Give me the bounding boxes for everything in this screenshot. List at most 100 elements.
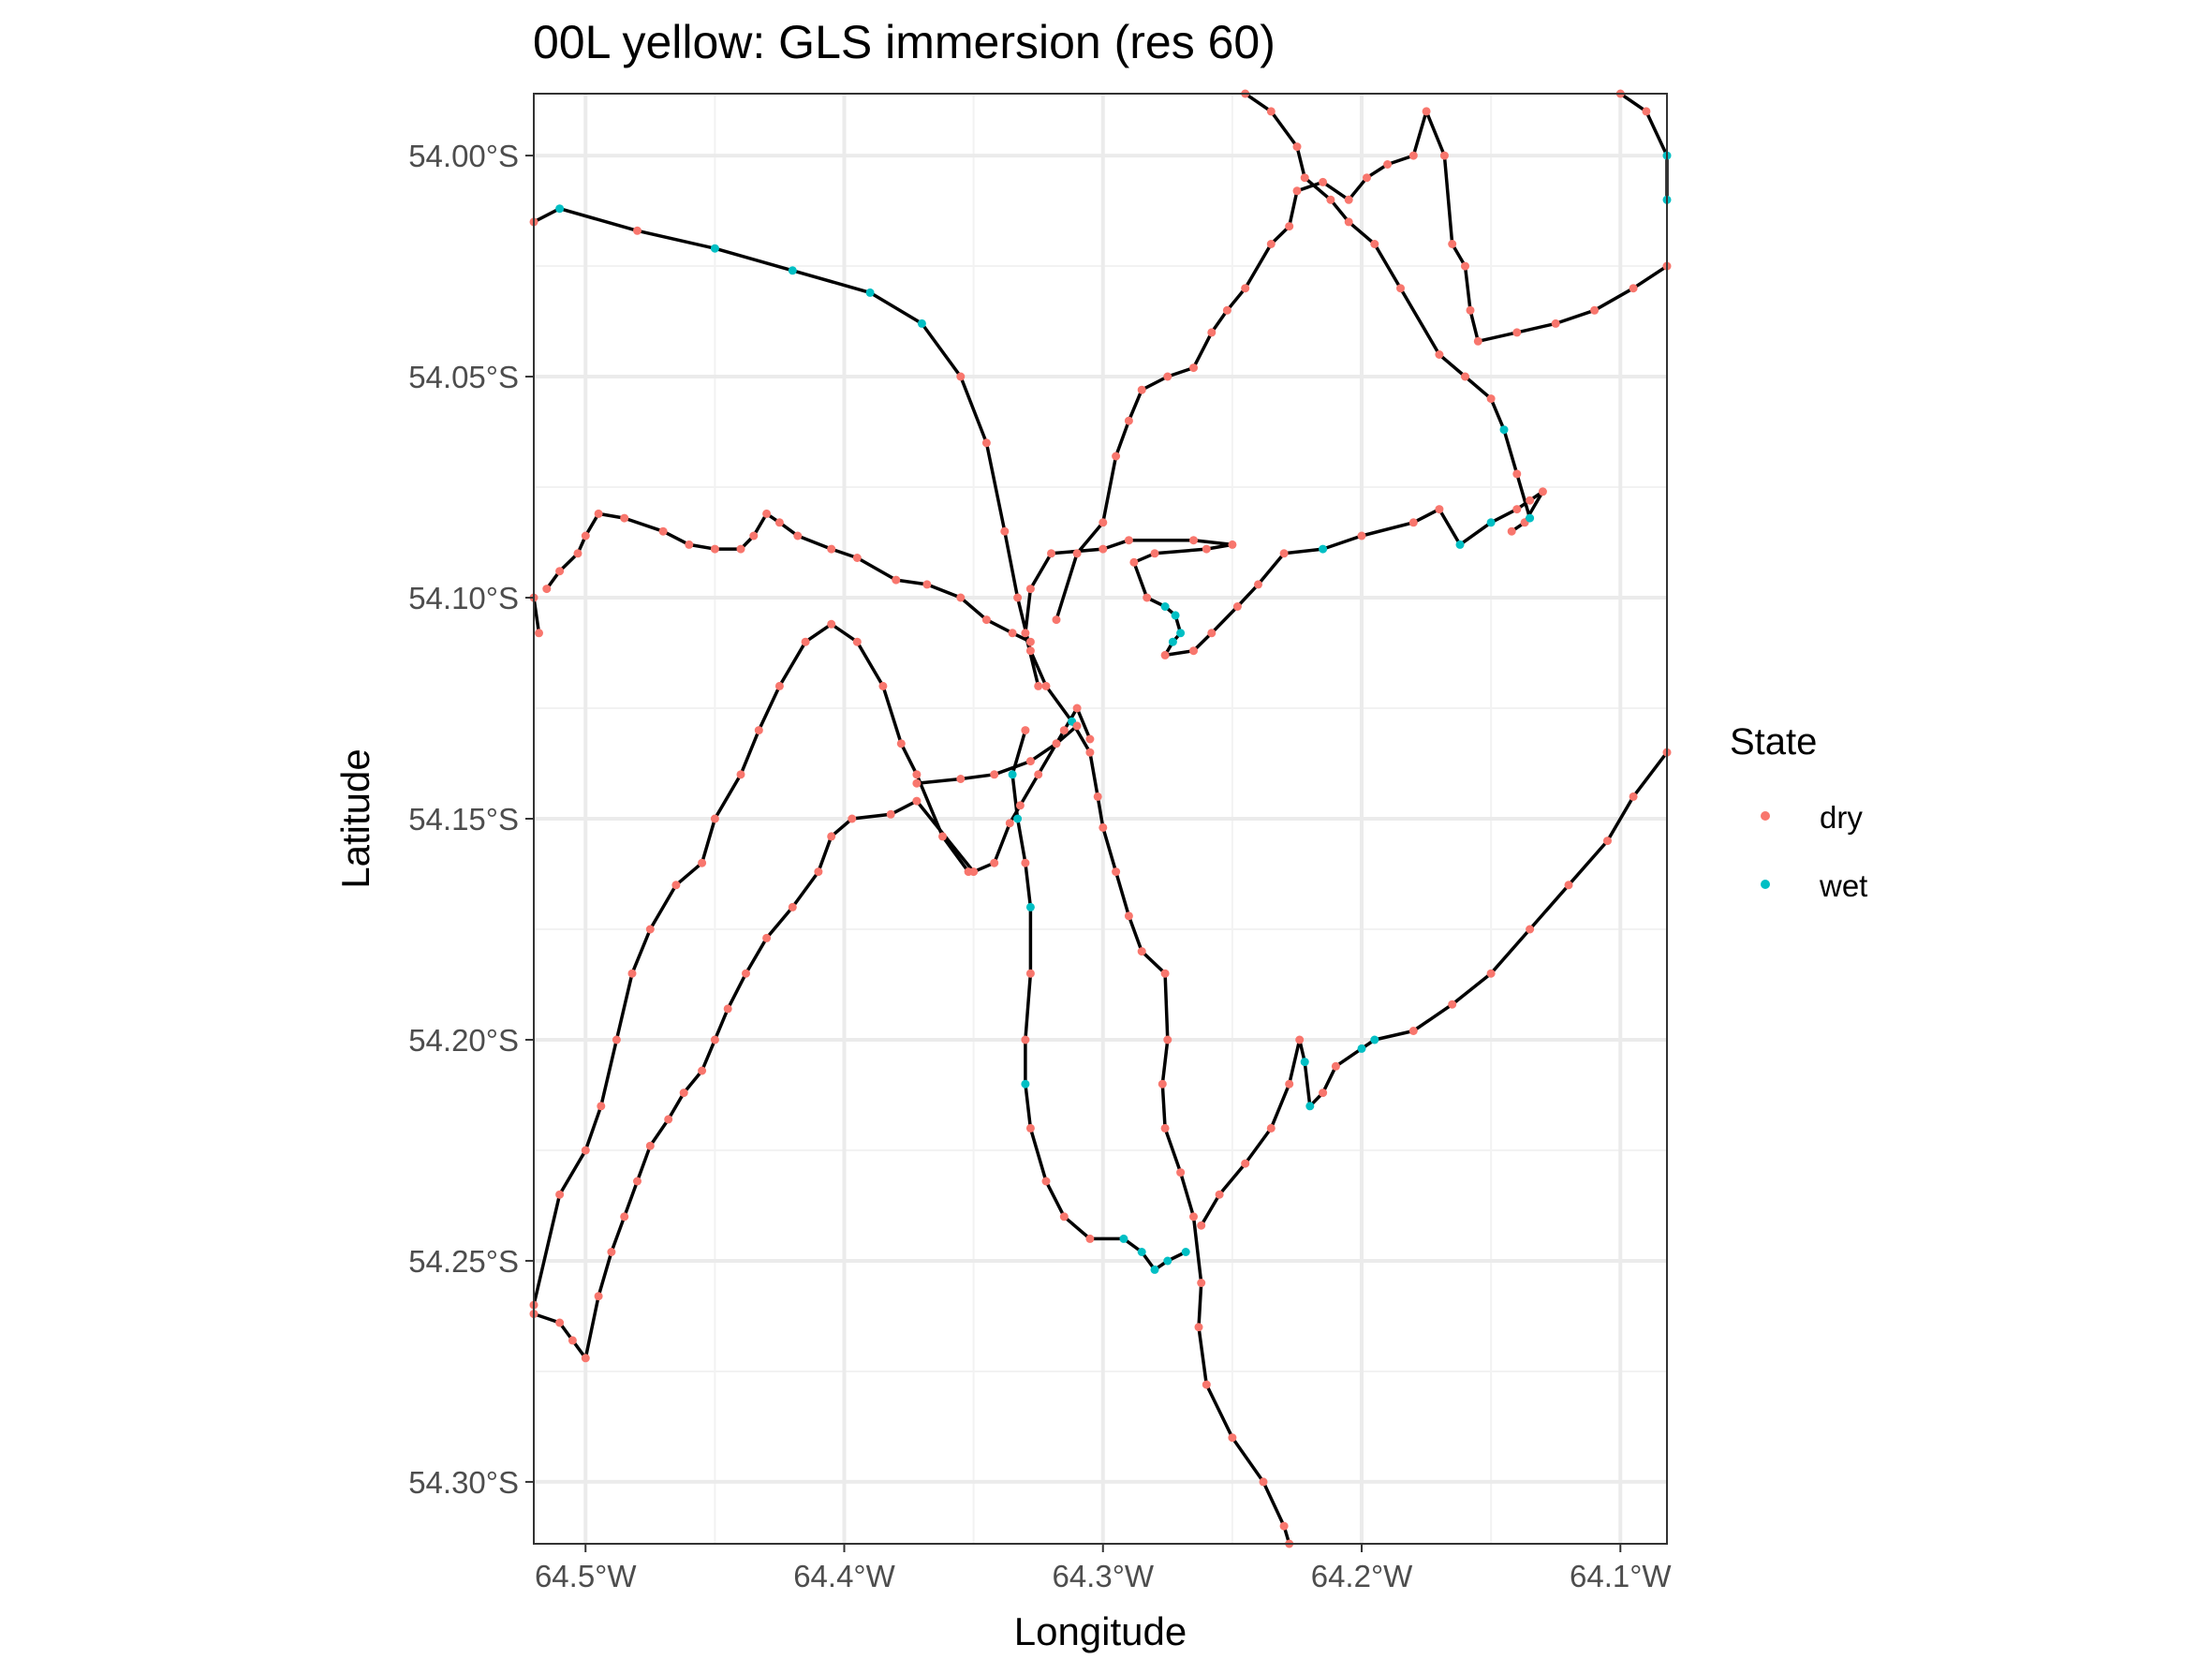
point-dry bbox=[990, 770, 999, 779]
point-wet bbox=[1319, 544, 1328, 554]
point-dry bbox=[1052, 739, 1061, 748]
point-dry bbox=[852, 554, 862, 562]
y-tick-label: 54.25°S bbox=[408, 1244, 519, 1279]
point-dry bbox=[1124, 911, 1133, 921]
track-line bbox=[1200, 751, 1669, 1227]
point-dry bbox=[597, 1102, 606, 1111]
point-dry bbox=[1005, 819, 1014, 828]
point-dry bbox=[1025, 757, 1035, 766]
track-line bbox=[1054, 110, 1668, 621]
point-dry bbox=[981, 615, 991, 625]
point-dry bbox=[1538, 487, 1547, 496]
point-dry bbox=[956, 372, 966, 381]
point-dry bbox=[1025, 969, 1035, 978]
point-dry bbox=[990, 858, 999, 867]
point-dry bbox=[1137, 947, 1146, 956]
point-wet bbox=[1357, 1044, 1366, 1053]
y-tick-label: 54.30°S bbox=[408, 1465, 519, 1500]
x-axis-ticks: 64.5°W 64.4°W 64.3°W 64.2°W 64.1°W bbox=[535, 1544, 1672, 1593]
point-dry bbox=[1564, 881, 1573, 890]
x-tick-label: 64.1°W bbox=[1570, 1559, 1672, 1593]
point-dry bbox=[1160, 969, 1170, 978]
point-dry bbox=[1642, 107, 1651, 116]
point-dry bbox=[1143, 593, 1152, 602]
point-dry bbox=[762, 509, 772, 518]
point-dry bbox=[1215, 1190, 1224, 1199]
point-dry bbox=[1085, 734, 1095, 744]
point-dry bbox=[1408, 518, 1418, 527]
point-dry bbox=[1163, 372, 1172, 381]
point-dry bbox=[1189, 646, 1198, 656]
point-dry bbox=[1124, 416, 1133, 425]
point-wet bbox=[1025, 902, 1035, 911]
legend-key-dry bbox=[1761, 811, 1770, 821]
point-dry bbox=[1292, 142, 1302, 152]
point-dry bbox=[938, 832, 947, 841]
track-line bbox=[545, 511, 1032, 644]
point-dry bbox=[1295, 1035, 1305, 1044]
point-wet bbox=[1486, 518, 1496, 527]
point-dry bbox=[1331, 1061, 1340, 1071]
point-dry bbox=[1047, 549, 1055, 558]
point-dry bbox=[1285, 222, 1294, 231]
point-dry bbox=[801, 637, 810, 646]
point-dry bbox=[581, 1146, 590, 1155]
point-dry bbox=[568, 1336, 577, 1345]
point-dry bbox=[762, 933, 772, 942]
point-dry bbox=[912, 778, 922, 788]
point-dry bbox=[555, 1190, 565, 1199]
point-dry bbox=[1629, 284, 1638, 293]
point-dry bbox=[1112, 452, 1121, 461]
point-dry bbox=[620, 513, 629, 523]
point-dry bbox=[594, 1292, 603, 1301]
point-wet bbox=[1171, 611, 1180, 620]
point-dry bbox=[1512, 469, 1522, 479]
point-dry bbox=[1526, 925, 1535, 934]
point-dry bbox=[1176, 1168, 1186, 1178]
point-dry bbox=[1189, 1212, 1198, 1222]
point-dry bbox=[1344, 195, 1353, 204]
point-dry bbox=[710, 544, 719, 554]
point-dry bbox=[793, 531, 803, 541]
point-wet bbox=[1021, 1079, 1030, 1089]
y-axis-title: Latitude bbox=[333, 748, 377, 888]
point-dry bbox=[1254, 580, 1262, 589]
point-dry bbox=[774, 518, 784, 527]
point-dry bbox=[1435, 350, 1444, 359]
point-dry bbox=[1551, 318, 1560, 328]
point-dry bbox=[1093, 792, 1102, 801]
x-tick-label: 64.2°W bbox=[1311, 1559, 1413, 1593]
point-dry bbox=[1160, 650, 1170, 659]
point-dry bbox=[1526, 496, 1535, 505]
point-dry bbox=[723, 1004, 732, 1014]
location-points bbox=[529, 89, 1672, 1548]
point-dry bbox=[542, 585, 552, 594]
point-dry bbox=[1163, 1035, 1172, 1044]
point-dry bbox=[754, 726, 763, 735]
point-dry bbox=[1015, 801, 1025, 810]
point-dry bbox=[1279, 549, 1289, 558]
point-dry bbox=[1507, 526, 1516, 536]
point-dry bbox=[1041, 681, 1051, 690]
legend-title: State bbox=[1730, 721, 1817, 763]
point-dry bbox=[1408, 1027, 1418, 1035]
point-dry bbox=[645, 1141, 655, 1150]
point-dry bbox=[1034, 770, 1043, 779]
point-dry bbox=[1072, 721, 1082, 731]
y-tick-label: 54.10°S bbox=[408, 581, 519, 615]
point-dry bbox=[645, 925, 655, 934]
point-dry bbox=[612, 1035, 621, 1044]
point-dry bbox=[749, 531, 759, 541]
point-dry bbox=[1072, 704, 1082, 713]
point-dry bbox=[1013, 593, 1023, 602]
point-dry bbox=[1129, 557, 1139, 567]
point-dry bbox=[736, 544, 745, 554]
point-dry bbox=[827, 619, 836, 629]
point-dry bbox=[664, 1115, 673, 1124]
point-dry bbox=[1512, 328, 1522, 337]
point-dry bbox=[1486, 969, 1496, 978]
point-dry bbox=[1448, 240, 1457, 248]
point-dry bbox=[788, 902, 797, 911]
point-dry bbox=[710, 1035, 719, 1044]
point-dry bbox=[685, 540, 694, 549]
